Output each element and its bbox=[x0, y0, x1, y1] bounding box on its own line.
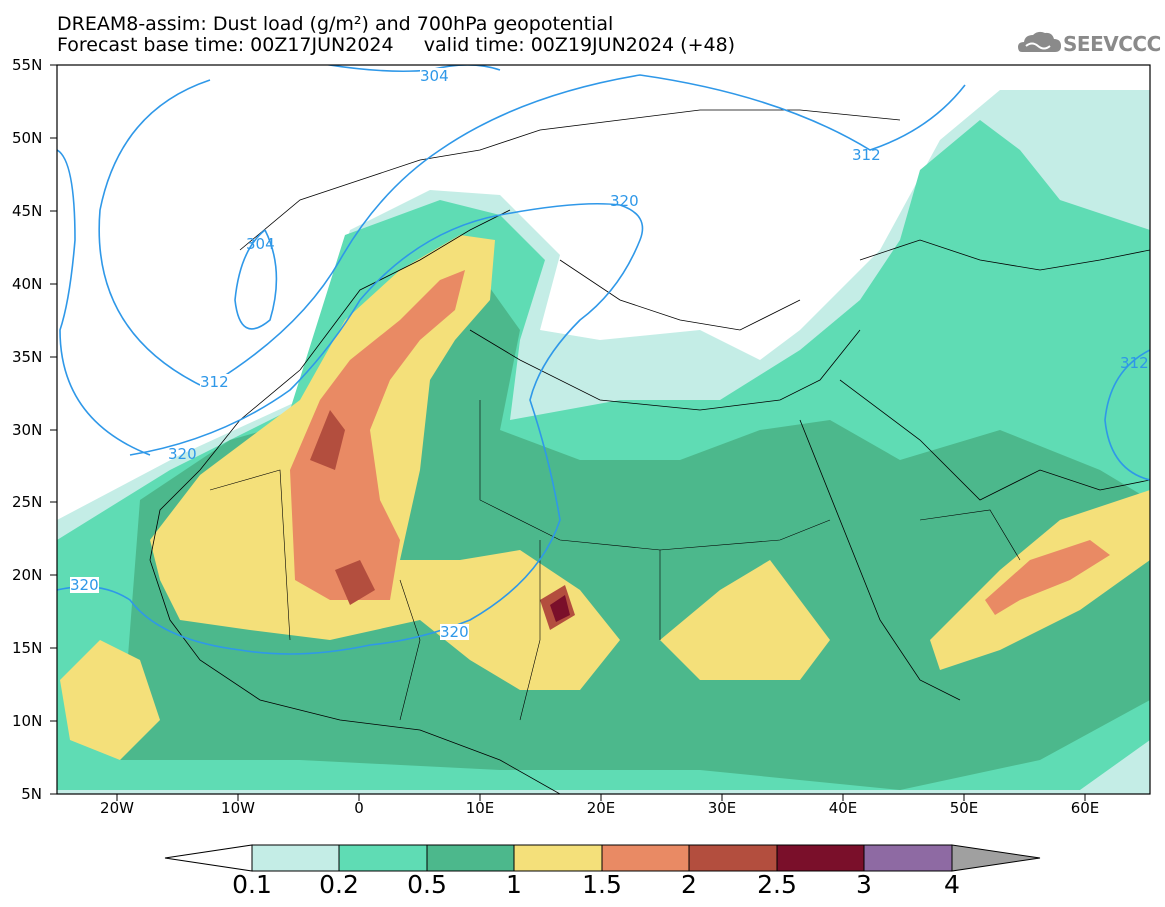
colorbar-bin-5 bbox=[601, 844, 690, 872]
colorbar-tick: 3 bbox=[856, 870, 872, 899]
map-title: DREAM8-assim: Dust load (g/m²) and 700hP… bbox=[57, 13, 614, 35]
dust-level-1-east bbox=[660, 560, 830, 680]
lat-label: 30N bbox=[12, 421, 43, 439]
contour-label: 304 bbox=[246, 235, 275, 253]
dust-level-2.5 bbox=[550, 595, 570, 622]
lat-label: 10N bbox=[12, 712, 43, 730]
colorbar-tick: 1 bbox=[506, 870, 522, 899]
lat-label: 55N bbox=[12, 56, 43, 74]
lon-label: 50E bbox=[949, 799, 979, 817]
lat-label: 50N bbox=[12, 129, 43, 147]
colorbar-tick: 0.1 bbox=[232, 870, 272, 899]
colorbar bbox=[164, 844, 1041, 872]
lon-label: 10E bbox=[465, 799, 495, 817]
contour-304-west bbox=[234, 229, 278, 330]
colorbar-tick: 4 bbox=[944, 870, 960, 899]
geopotential-contours bbox=[57, 65, 1150, 655]
borders bbox=[209, 400, 1021, 721]
lat-label: 35N bbox=[12, 348, 43, 366]
colorbar-bin-4 bbox=[513, 844, 603, 872]
contour-label: 312 bbox=[1120, 354, 1149, 372]
colorbar-bin-2 bbox=[338, 844, 428, 872]
dust-level-2 bbox=[310, 410, 575, 630]
axis-ticks bbox=[50, 64, 1086, 801]
contour-label: 304 bbox=[420, 67, 449, 85]
colorbar-bin-7 bbox=[776, 844, 865, 872]
colorbar-bin-8 bbox=[863, 844, 953, 872]
map-subtitle: Forecast base time: 00Z17JUN2024 valid t… bbox=[57, 34, 736, 56]
contour-label: 320 bbox=[168, 445, 197, 463]
colorbar-arrow-high bbox=[951, 844, 1041, 872]
colorbar-tick: 0.2 bbox=[319, 870, 359, 899]
lon-label: 60E bbox=[1070, 799, 1100, 817]
lat-label: 25N bbox=[12, 493, 43, 511]
lat-label: 20N bbox=[12, 566, 43, 584]
contour-312-north bbox=[98, 79, 211, 386]
lat-label: 5N bbox=[21, 785, 42, 803]
lat-label: 40N bbox=[12, 275, 43, 293]
lon-label: 20E bbox=[586, 799, 616, 817]
colorbar-tick: 1.5 bbox=[582, 870, 622, 899]
colorbar-tick: 0.5 bbox=[407, 870, 447, 899]
colorbar-arrow-low bbox=[164, 844, 253, 872]
lat-label: 15N bbox=[12, 639, 43, 657]
contour-312-east bbox=[1104, 349, 1150, 481]
contour-label: 312 bbox=[200, 373, 229, 391]
contour-label: 320 bbox=[610, 192, 639, 210]
colorbar-bin-1 bbox=[251, 844, 340, 872]
contour-label: 320 bbox=[70, 576, 99, 594]
colorbar-tick: 2 bbox=[681, 870, 697, 899]
dust-level-1.5 bbox=[290, 270, 465, 600]
lon-label: 0 bbox=[354, 799, 364, 817]
contour-320 bbox=[57, 202, 644, 655]
dust-level-1 bbox=[150, 235, 620, 690]
contour-label: 320 bbox=[440, 623, 469, 641]
lat-label: 45N bbox=[12, 202, 43, 220]
dust-level-1.5-arabia bbox=[985, 540, 1110, 615]
contour-312-upper bbox=[209, 74, 966, 386]
contour-312-far-west bbox=[57, 149, 151, 456]
logo-text: SEEVCCC bbox=[1063, 32, 1161, 56]
lon-label: 20W bbox=[100, 799, 134, 817]
lon-label: 40E bbox=[828, 799, 858, 817]
colorbar-bin-3 bbox=[426, 844, 515, 872]
colorbar-bin-6 bbox=[688, 844, 778, 872]
cloud-logo-icon bbox=[1018, 31, 1061, 52]
colorbar-tick: 2.5 bbox=[757, 870, 797, 899]
dust-shading bbox=[57, 90, 1150, 794]
coastlines bbox=[149, 109, 1150, 794]
dust-level-1-sahel bbox=[60, 640, 160, 760]
lon-label: 10W bbox=[221, 799, 255, 817]
lon-label: 30E bbox=[707, 799, 737, 817]
contour-label: 312 bbox=[852, 146, 881, 164]
contour-304-north bbox=[324, 65, 501, 73]
